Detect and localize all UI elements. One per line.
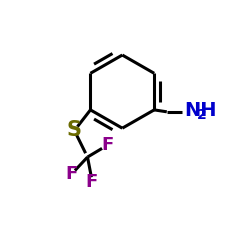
- Text: S: S: [66, 120, 82, 140]
- Text: F: F: [102, 136, 114, 154]
- Text: NH: NH: [184, 101, 217, 120]
- Text: F: F: [85, 173, 98, 191]
- Text: 2: 2: [196, 108, 206, 122]
- Text: F: F: [65, 166, 77, 184]
